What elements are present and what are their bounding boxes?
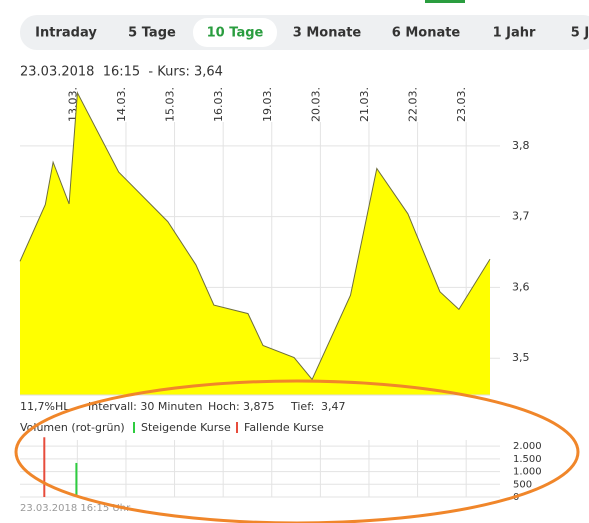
quote-header: 23.03.2018 16:15 - Kurs: 3,64	[20, 65, 223, 80]
y-tick-label: 3,5	[512, 351, 530, 364]
x-tick-label: 14.03.	[115, 87, 128, 122]
legend-swatch	[133, 422, 135, 433]
y-tick-label: 500	[513, 479, 532, 490]
tabs: Intraday 5 Tage 10 Tage 3 Monate 6 Monate 1 J…	[35, 18, 589, 47]
legend-label: Fallende Kurse	[244, 421, 324, 434]
legend-title: Volumen (rot-grün)	[20, 421, 125, 434]
x-tick-label: 20.03.	[309, 87, 322, 122]
price-chart: 3,53,63,73,813.03. 14.03. 15.03. 16.03. 19.0…	[19, 87, 530, 396]
tab[interactable]: 3 Monate	[293, 26, 362, 41]
area-fill	[20, 92, 490, 396]
price-line	[19, 91, 491, 381]
active-tab-background	[193, 18, 277, 47]
tab[interactable]: 10 Tage	[207, 26, 264, 41]
volume-bar	[75, 462, 78, 497]
low-label: Tief:	[290, 400, 314, 413]
highlight-ellipse	[14, 379, 580, 523]
tab[interactable]: 1 Jahr	[493, 26, 536, 41]
footer-time: 23.03.2018 16:15 Uhr	[20, 503, 131, 514]
legend-label: Steigende Kurse	[141, 421, 231, 434]
tab[interactable]: 5 J	[571, 26, 589, 41]
x-tick-label: 15.03.	[164, 87, 177, 122]
y-tick-label: 3,8	[512, 139, 530, 152]
tab[interactable]: 6 Monate	[392, 26, 461, 41]
low-value: 3,47	[321, 400, 346, 413]
top-accent	[425, 0, 465, 3]
y-tick-label: 3,6	[512, 280, 530, 293]
y-tick-label: 3,7	[512, 210, 530, 223]
x-tick-label: 21.03.	[358, 87, 371, 122]
tab-bar	[20, 15, 589, 50]
high-label: Hoch:	[208, 400, 240, 413]
range-stat: 11,7%HL	[20, 400, 70, 413]
legend-swatch	[236, 422, 238, 433]
x-tick-label: 16.03.	[212, 87, 225, 122]
y-tick-label: 1.500	[513, 454, 542, 465]
interval-stat: Intervall: 30 Minuten	[88, 400, 202, 413]
volume-bar	[43, 437, 46, 497]
x-tick-label: 22.03.	[407, 87, 420, 122]
y-tick-label: 2.000	[513, 441, 542, 452]
y-tick-label: 1.000	[513, 467, 542, 478]
x-tick-label: 23.03.	[455, 87, 468, 122]
tab[interactable]: 5 Tage	[128, 26, 176, 41]
tab[interactable]: Intraday	[35, 26, 97, 41]
x-tick-label: 19.03.	[261, 87, 274, 122]
high-value: 3,875	[243, 400, 275, 413]
